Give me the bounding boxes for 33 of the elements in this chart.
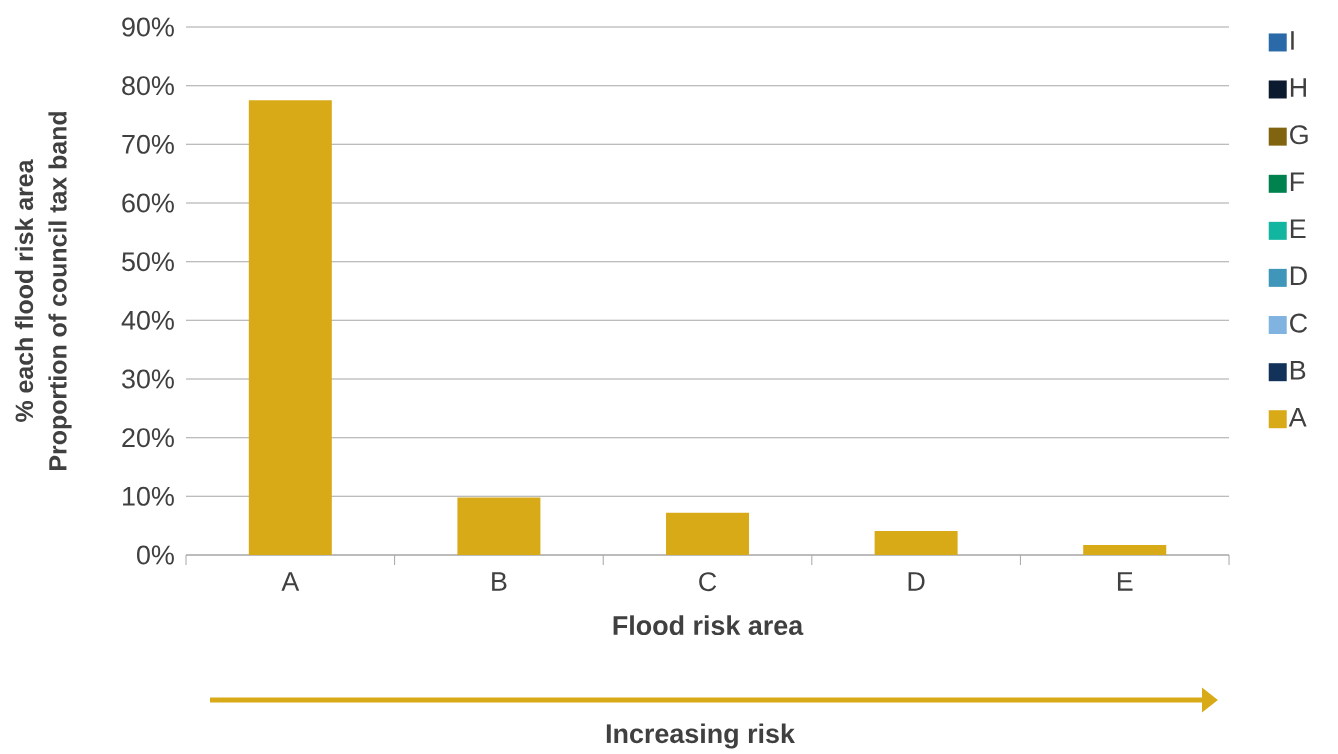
x-axis-title: Flood risk area [613,615,804,636]
x-tick-label: E [1117,572,1133,591]
y-tick-label: 60% [122,193,174,213]
bar [457,497,541,555]
y-tick-label: 90% [122,17,174,37]
bar [666,512,750,555]
y-tick-label: 10% [123,486,174,506]
legend-label: B [1290,360,1306,380]
y-axis-title: Proportion of council tax band [48,112,72,470]
y-tick-label: 40% [121,310,174,330]
legend-label: A [1288,407,1307,427]
x-tick-label: B [492,572,507,591]
bar [874,530,958,555]
legend-label: E [1290,219,1306,239]
y-tick-label: 80% [122,76,174,96]
bar [248,100,332,555]
x-tick-label: D [908,572,925,591]
legend-label: F [1290,172,1305,192]
legend-label: D [1290,266,1307,286]
bar [1083,545,1167,555]
legend-label: G [1290,125,1308,145]
x-tick-label: C [699,572,717,592]
y-tick-label: 20% [122,428,174,448]
text: Increasing risk [606,723,795,749]
text: % each flood risk area [14,159,34,422]
y-tick-label: 30% [122,369,174,389]
y-tick-label: 50% [122,252,174,272]
y-tick-label: 70% [122,134,174,154]
x-tick-label: A [281,572,300,591]
legend-label: I [1291,31,1294,50]
legend-label: C [1290,313,1308,333]
legend-label: H [1290,78,1306,97]
y-tick-label: 0% [137,545,174,565]
